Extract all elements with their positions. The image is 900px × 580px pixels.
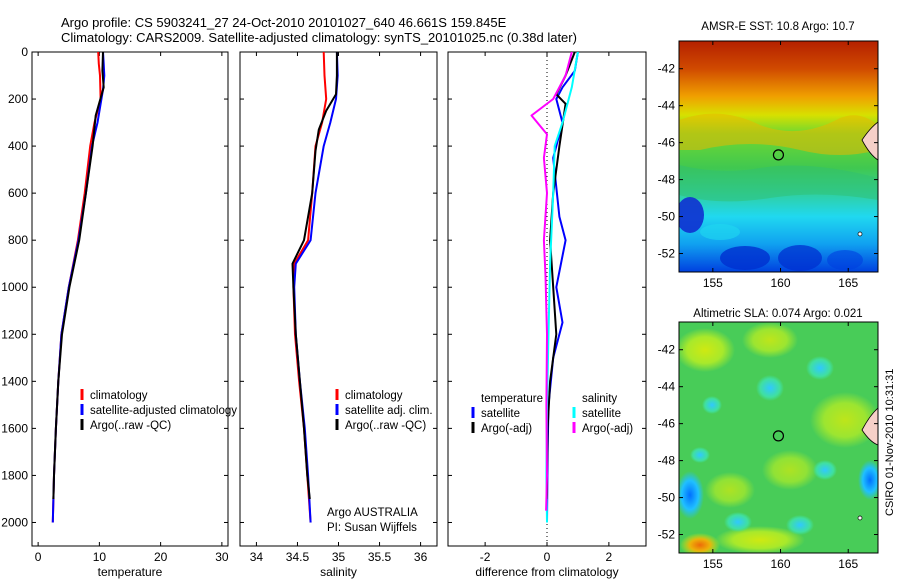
sla_map-xtick-label: 155	[703, 557, 723, 571]
salinity-xtick-label: 35.5	[368, 550, 392, 564]
temperature-xtick-label: 0	[35, 550, 42, 564]
temperature-ytick-label: 1200	[1, 327, 28, 341]
temperature-ytick-label: 1400	[1, 374, 28, 388]
sst-map-panel: AMSR-E SST: 10.8 Argo: 10.7 155 160 165 -42…	[658, 21, 879, 290]
temperature-xtick-label: 30	[215, 550, 229, 564]
salinity-annotation-line: Argo AUSTRALIA	[327, 507, 418, 519]
sst_map-ytick-label: -44	[658, 99, 676, 113]
difference-series-salinity-argo-adj-	[530, 52, 573, 511]
sla_map-ytick-label: -46	[658, 417, 676, 431]
temperature-ytick-label: 200	[8, 92, 28, 106]
difference-legend-right-label: salinity	[582, 393, 617, 405]
temperature-ytick-label: 800	[8, 233, 28, 247]
sla_map-ytick-label: -42	[658, 343, 676, 357]
sla-map-panel: Altimetric SLA: 0.074 Argo: 0.021 155 160…	[658, 308, 879, 571]
temperature-legend-label: climatology	[90, 390, 148, 402]
sst_map-xtick-label: 160	[771, 276, 791, 290]
temperature-legend-label: Argo(..raw -QC)	[90, 420, 171, 432]
sla_map-xtick-label: 160	[771, 557, 791, 571]
salinity-series-argo-raw-qc-	[291, 52, 338, 500]
salinity-xtick-label: 35	[332, 550, 346, 564]
sla_map-xtick-label: 165	[838, 557, 858, 571]
temperature-ytick-label: 1600	[1, 421, 28, 435]
salinity-xlabel: salinity	[320, 565, 357, 579]
sla-heatmap-field	[679, 322, 878, 553]
figure-title-line2: Climatology: CARS2009. Satellite-adjuste…	[61, 30, 577, 45]
salinity-axes-box	[239, 51, 438, 547]
temperature-ytick-label: 600	[8, 186, 28, 200]
salinity-panel: 34 34.5 35 35.5 36 salinity climatology satelli…	[239, 51, 438, 579]
salinity-xtick-label: 36	[414, 550, 428, 564]
sla-map-axes: 155 160 165 -42 -44 -46 -48 -50 -52	[658, 322, 878, 571]
temperature-ytick-label: 1800	[1, 468, 28, 482]
temperature-ytick-label: 400	[8, 139, 28, 153]
difference-xtick-label: 0	[544, 550, 551, 564]
sst-map-axes: 155 160 165 -42 -44 -46 -48 -50 -52	[658, 41, 878, 290]
salinity-legend-label: satellite adj. clim.	[345, 405, 433, 417]
temperature-panel: 0 10 20 30 temperature 0 200 400 600 800 1000 1200 1…	[1, 45, 237, 579]
temperature-xlabel: temperature	[98, 565, 163, 579]
temperature-ytick-label: 2000	[1, 515, 28, 529]
sla_map-profile-marker	[772, 430, 785, 442]
difference-xtick-label: 2	[606, 550, 613, 564]
temperature-xtick-label: 20	[154, 550, 168, 564]
temperature-ytick-label: 0	[21, 45, 28, 59]
temperature-series-argo-raw-qc-	[52, 52, 105, 500]
sst_map-xtick-label: 155	[703, 276, 723, 290]
difference-legend-right-label: satellite	[582, 408, 621, 420]
difference-legend-left-label: Argo(-adj)	[481, 423, 532, 435]
salinity-series-group	[291, 52, 339, 523]
salinity-annotation-line: PI: Susan Wijffels	[327, 522, 417, 534]
sst_map-xtick-label: 165	[838, 276, 858, 290]
temperature-series-group	[51, 52, 106, 523]
temperature-legend-label: satellite-adjusted climatology	[90, 405, 237, 417]
temperature-xtick-label: 10	[93, 550, 107, 564]
sla-map-title: Altimetric SLA: 0.074 Argo: 0.021	[693, 308, 862, 320]
side-label: CSIRO 01-Nov-2010 10:31:31	[884, 369, 896, 516]
difference-xlabel: difference from climatology	[475, 565, 618, 579]
difference-series-group	[530, 52, 579, 523]
salinity-legend-label: Argo(..raw -QC)	[345, 420, 426, 432]
difference-legend-right-label: Argo(-adj)	[582, 423, 633, 435]
difference-legend-left-label: satellite	[481, 408, 520, 420]
sst_map-profile-marker	[772, 149, 785, 161]
sla_map-ytick-label: -48	[658, 454, 676, 468]
sst_map-ytick-label: -42	[658, 62, 676, 76]
sst-heatmap-field	[679, 41, 878, 272]
sst_map-ytick-label: -48	[658, 173, 676, 187]
sst_map-ytick-label: -46	[658, 136, 676, 150]
sla_map-ytick-label: -50	[658, 491, 676, 505]
sst_map-ytick-label: -50	[658, 210, 676, 224]
figure-title-line1: Argo profile: CS 5903241_27 24-Oct-2010 …	[61, 15, 507, 30]
difference-legend-left-label: temperature	[481, 393, 543, 405]
sst_map-ytick-label: -52	[658, 247, 676, 261]
salinity-legend-label: climatology	[345, 390, 403, 402]
temperature-ytick-label: 1000	[1, 280, 28, 294]
sla_map-ytick-label: -52	[658, 528, 676, 542]
salinity-xtick-label: 34.5	[286, 550, 310, 564]
sst-map-title: AMSR-E SST: 10.8 Argo: 10.7	[701, 21, 854, 33]
temperature-axes-box	[31, 51, 229, 547]
salinity-xtick-label: 34	[250, 550, 264, 564]
difference-xtick-label: -2	[480, 550, 491, 564]
sla_map-ytick-label: -44	[658, 380, 676, 394]
